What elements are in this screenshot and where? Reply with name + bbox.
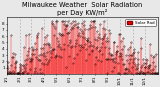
Legend: Solar Rad: Solar Rad	[125, 19, 156, 26]
Title: Milwaukee Weather  Solar Radiation
per Day KW/m²: Milwaukee Weather Solar Radiation per Da…	[22, 2, 142, 16]
